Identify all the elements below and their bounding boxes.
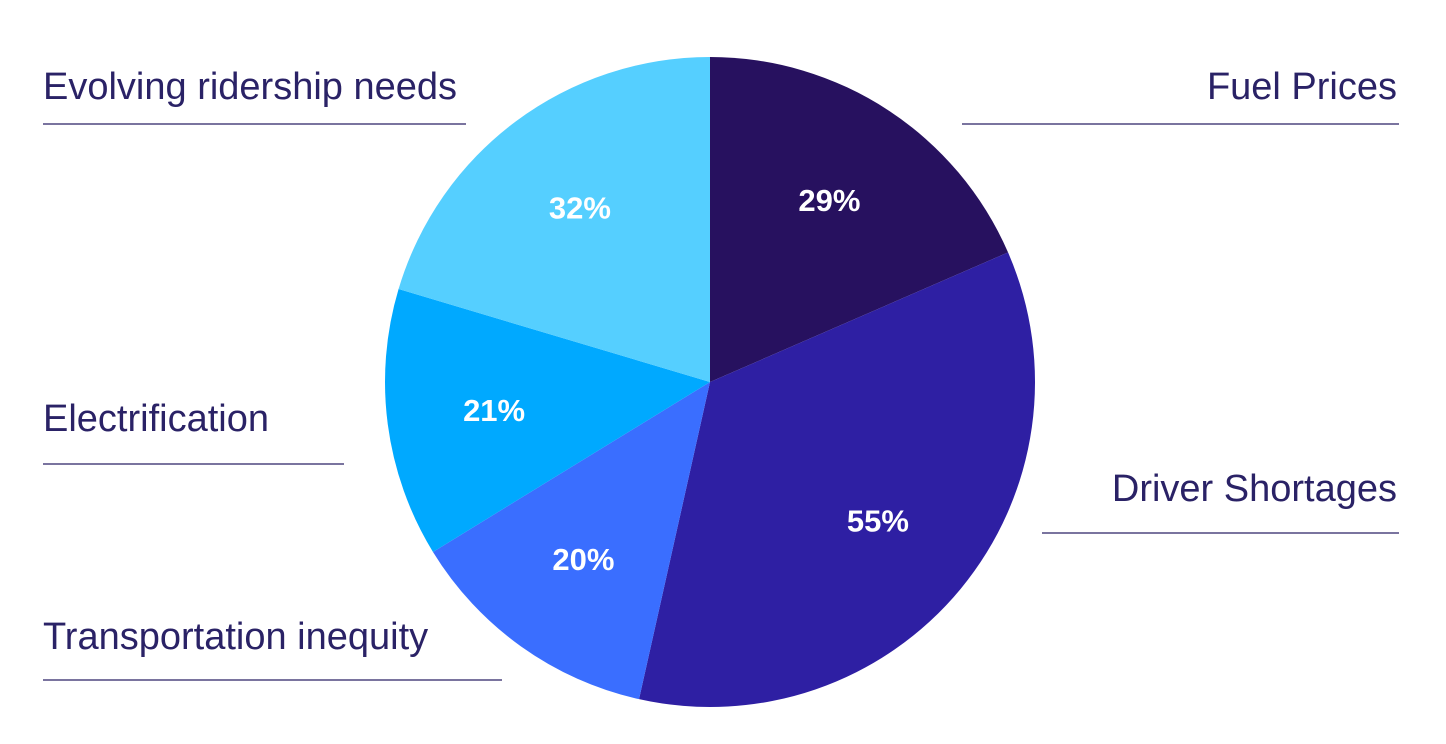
legend-label-fuel-prices: Fuel Prices: [1207, 66, 1397, 108]
pie-slice-electrification: [384, 289, 710, 552]
pie-slice-evolving-ridership-needs: [398, 57, 710, 382]
legend-label-evolving-ridership-needs: Evolving ridership needs: [43, 66, 457, 108]
slice-labels: 29% 55% 20% 21% 32%: [463, 183, 909, 577]
legend-label-transportation-inequity: Transportation inequity: [43, 616, 428, 658]
pie-slice-transportation-inequity: [432, 382, 710, 700]
slice-value-label-evolving-ridership-needs: 32%: [549, 190, 611, 225]
legend-label-driver-shortages: Driver Shortages: [1112, 468, 1397, 510]
pie-slices: [384, 57, 1036, 708]
pie-slice-fuel-prices: [710, 57, 1009, 382]
slice-value-label-electrification: 21%: [463, 393, 525, 428]
pie-slice-driver-shortages: [639, 252, 1036, 708]
slice-value-label-fuel-prices: 29%: [798, 183, 860, 218]
legend-label-electrification: Electrification: [43, 398, 269, 440]
slice-value-label-transportation-inequity: 20%: [552, 542, 614, 577]
legend: Fuel Prices Driver Shortages Transportatio…: [43, 66, 1399, 681]
slice-value-label-driver-shortages: 55%: [847, 504, 909, 539]
